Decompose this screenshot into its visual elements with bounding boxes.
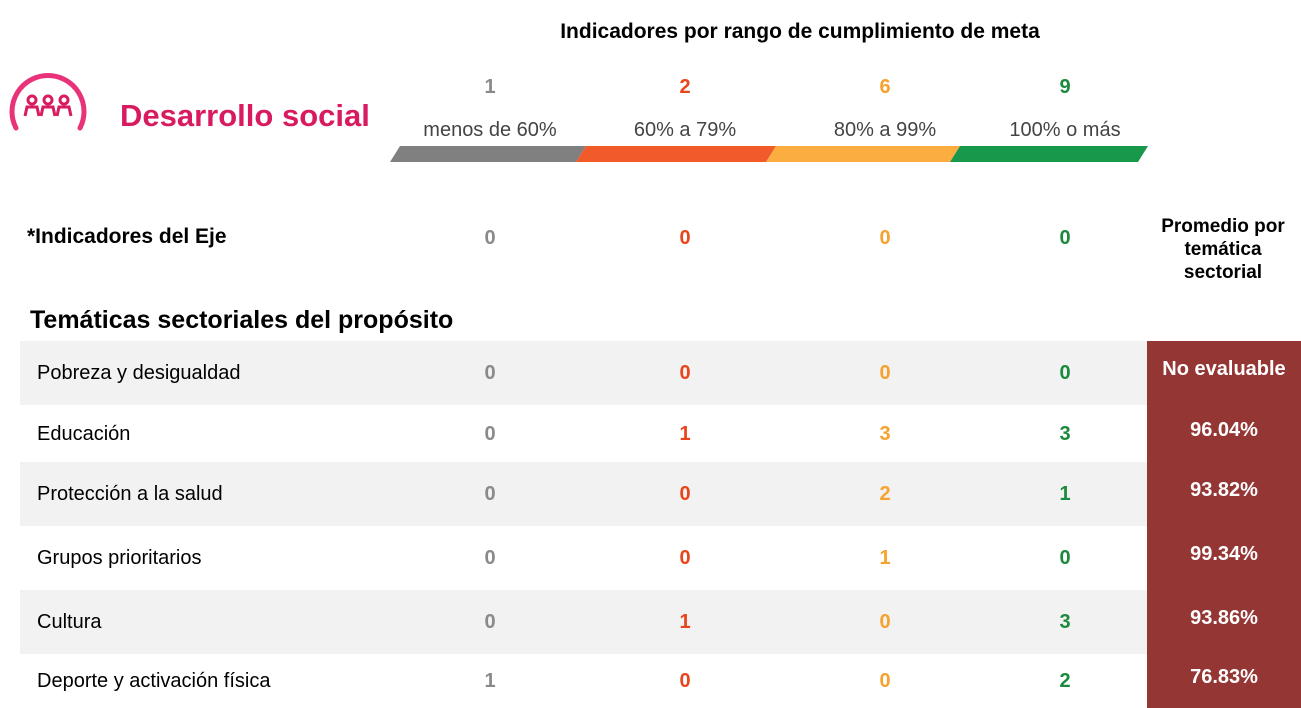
row-value: 0 xyxy=(679,362,691,384)
row-value: 0 xyxy=(484,611,496,633)
row-label: Protección a la salud xyxy=(37,483,223,505)
row-value: 2 xyxy=(879,483,891,505)
average-column xyxy=(1147,341,1301,708)
row-average: No evaluable xyxy=(1162,358,1286,380)
row-value: 1 xyxy=(679,422,691,445)
row-value: 1 xyxy=(484,670,496,692)
average-header: Promedio por temática sectorial xyxy=(1161,216,1285,283)
eje-value: 0 xyxy=(1059,227,1071,249)
row-value: 0 xyxy=(484,483,496,505)
row-average: 93.86% xyxy=(1190,607,1258,629)
range-bar xyxy=(390,146,1148,162)
table-row xyxy=(20,341,1147,405)
range-count: 9 xyxy=(1059,76,1071,98)
row-value: 3 xyxy=(879,422,891,445)
row-label: Deporte y activación física xyxy=(37,670,271,692)
row-average: 76.83% xyxy=(1190,666,1258,688)
row-average: 96.04% xyxy=(1190,418,1258,441)
row-value: 0 xyxy=(879,611,891,633)
range-count: 6 xyxy=(879,76,891,98)
row-average: 99.34% xyxy=(1190,543,1258,565)
row-value: 3 xyxy=(1059,422,1071,445)
row-value: 0 xyxy=(484,362,496,384)
section-title: Temáticas sectoriales del propósito xyxy=(30,306,454,334)
row-average: 93.82% xyxy=(1190,479,1258,501)
row-value: 0 xyxy=(879,670,891,692)
table-row xyxy=(20,590,1147,654)
row-label: Educación xyxy=(37,422,131,445)
range-label: 80% a 99% xyxy=(833,119,937,141)
row-value: 0 xyxy=(1059,362,1071,384)
row-value: 0 xyxy=(484,422,496,445)
range-count: 2 xyxy=(679,76,691,98)
row-value: 1 xyxy=(879,547,891,569)
row-label: Grupos prioritarios xyxy=(37,547,202,569)
eje-label: *Indicadores del Eje xyxy=(27,225,227,248)
row-value: 0 xyxy=(1059,547,1071,569)
range-label: 100% o más xyxy=(1009,119,1121,141)
table-row xyxy=(20,462,1147,526)
row-value: 1 xyxy=(1059,483,1071,505)
row-value: 2 xyxy=(1059,670,1071,692)
axis-name: Desarrollo social xyxy=(120,98,370,133)
row-value: 0 xyxy=(879,362,891,384)
eje-value: 0 xyxy=(879,227,891,249)
row-value: 0 xyxy=(484,547,496,569)
row-value: 1 xyxy=(679,611,691,633)
row-value: 3 xyxy=(1059,611,1071,633)
row-value: 0 xyxy=(679,547,691,569)
row-label: Pobreza y desigualdad xyxy=(37,362,241,384)
range-count: 1 xyxy=(484,76,496,98)
row-value: 0 xyxy=(679,483,691,505)
range-label: 60% a 79% xyxy=(633,119,737,141)
row-value: 0 xyxy=(679,670,691,692)
range-label: menos de 60% xyxy=(423,119,557,141)
eje-value: 0 xyxy=(679,227,691,249)
axis-icon xyxy=(9,73,87,131)
title: Indicadores por rango de cumplimiento de… xyxy=(560,20,1040,43)
eje-value: 0 xyxy=(484,227,496,249)
row-label: Cultura xyxy=(37,611,102,633)
